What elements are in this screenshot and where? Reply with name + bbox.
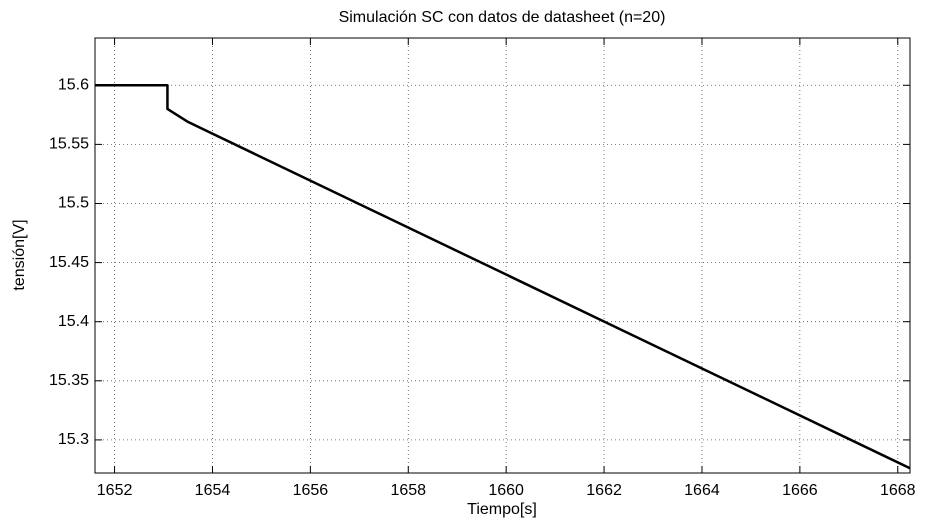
x-tick-label: 1654 — [195, 482, 231, 499]
x-tick-label: 1656 — [293, 482, 329, 499]
y-tick-label: 15.35 — [49, 372, 89, 389]
y-tick-label: 15.3 — [58, 431, 89, 448]
plot-frame — [94, 37, 911, 474]
x-tick-label: 1666 — [782, 482, 818, 499]
x-tick-label: 1652 — [97, 482, 133, 499]
y-axis-label: tensión[V] — [11, 219, 28, 290]
x-axis-label: Tiempo[s] — [467, 501, 537, 518]
y-tick-label: 15.4 — [58, 313, 89, 330]
x-tick-label: 1664 — [684, 482, 720, 499]
x-tick-label: 1658 — [390, 482, 426, 499]
chart-title: Simulación SC con datos de datasheet (n=… — [339, 9, 666, 26]
x-tick-label: 1662 — [586, 482, 622, 499]
x-tick-label: 1668 — [880, 482, 916, 499]
y-tick-label: 15.5 — [58, 195, 89, 212]
y-tick-label: 15.55 — [49, 136, 89, 153]
y-tick-label: 15.6 — [58, 77, 89, 94]
data-line — [95, 84, 911, 470]
x-tick-label: 1660 — [488, 482, 524, 499]
y-tick-label: 15.45 — [49, 254, 89, 271]
